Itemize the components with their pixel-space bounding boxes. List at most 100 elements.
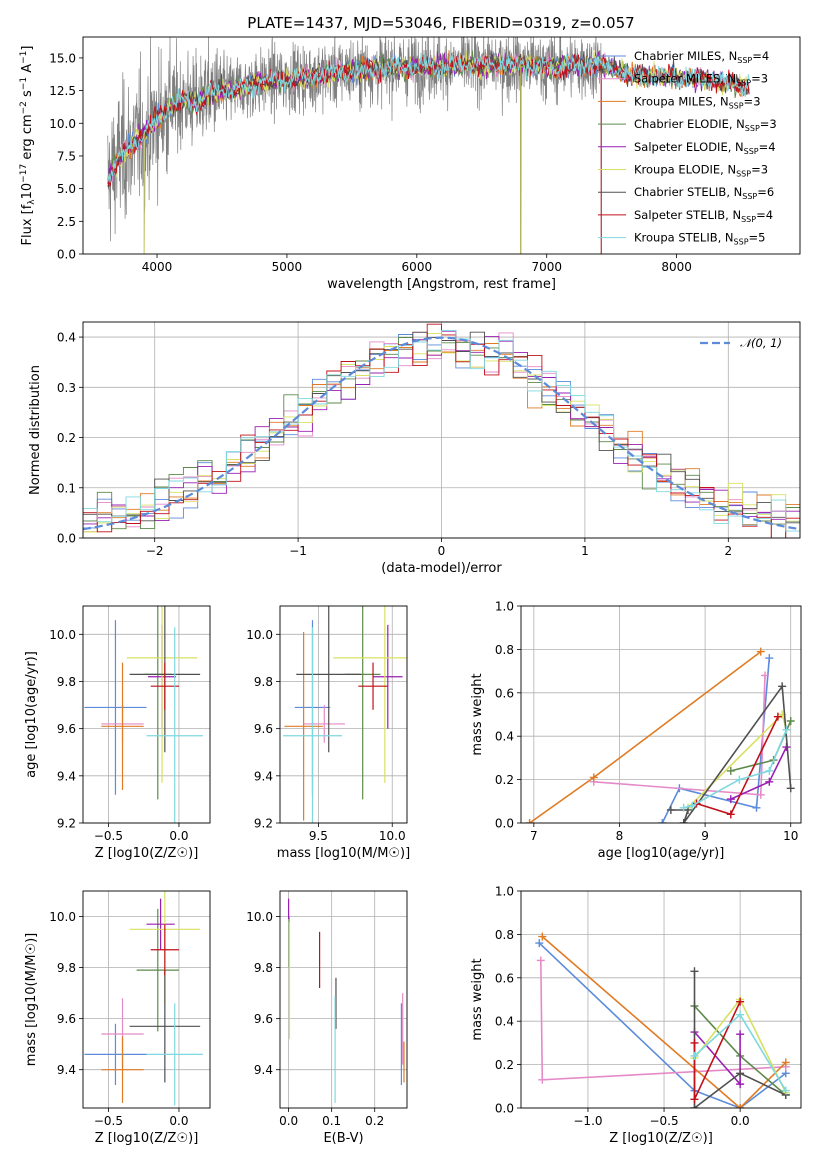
weight-marker — [726, 795, 735, 804]
weight-marker — [690, 1038, 699, 1047]
point-kroupa-elodie — [333, 606, 407, 783]
point-salpeter-stelib — [150, 924, 179, 976]
histogram-legend: 𝒩(0, 1) — [700, 336, 782, 350]
weight-marker — [679, 803, 688, 812]
x-tick-label: 0.0 — [169, 1114, 188, 1128]
y-tick-label: 9.8 — [57, 675, 76, 689]
figure-title: PLATE=1437, MJD=53046, FIBERID=0319, z=0… — [247, 14, 634, 32]
x-axis-label: Z [log10(Z/Z☉)] — [609, 1131, 713, 1146]
x-axis-label: E(B-V) — [323, 1131, 363, 1146]
weight-marker — [736, 1104, 745, 1108]
legend-nssp-eq: = — [751, 72, 761, 86]
y-tick-label: 1.0 — [495, 600, 514, 614]
x-tick-label: −1 — [289, 544, 307, 558]
point-kroupa-miles — [101, 662, 144, 790]
legend-nssp-prefix: , N — [725, 208, 741, 222]
y-tick-label: 9.8 — [254, 961, 273, 975]
legend-nssp-eq: = — [756, 208, 766, 222]
x-tick-label: 7000 — [531, 260, 562, 274]
weight-vs-metallicity-panel: −1.0 −0.5 0.0 0.0 0.2 0.4 0.6 0.8 1.0 Z [log10(Z/… — [470, 885, 802, 1146]
legend-nssp-sub: SSP — [734, 238, 749, 247]
x-axis-label: mass [log10(M/M☉)] — [277, 846, 410, 861]
legend-nssp-sub: SSP — [737, 56, 752, 65]
plot-area — [83, 323, 800, 538]
y-axis-label: mass weight — [470, 958, 485, 1040]
weight-marker — [666, 805, 675, 814]
plot-area — [288, 898, 405, 1103]
weight-marker — [786, 784, 795, 793]
y-axis-label: Flux [fλ10−17 erg cm−2 s−1 A−1] — [19, 46, 37, 246]
y-axis-label: mass weight — [470, 673, 485, 755]
x-axis-label: age [log10(age/yr)] — [598, 846, 725, 861]
legend-nssp-prefix: , N — [726, 185, 742, 199]
point-chabrier-stelib — [129, 970, 201, 1083]
x-axis-label: wavelength [Angstrom, rest frame] — [327, 277, 556, 292]
ticks: 0.0 0.1 0.2 9.4 9.6 9.8 10.0 — [246, 910, 384, 1128]
axes-frame — [82, 321, 801, 539]
y-tick-label: 0.4 — [495, 1015, 514, 1029]
weight-marker — [781, 1058, 790, 1067]
y-tick-label: 9.2 — [254, 817, 273, 831]
legend-series-name: Salpeter ELODIE — [634, 140, 728, 154]
x-tick-label: −0.5 — [649, 1114, 678, 1128]
legend-label-salpeter-elodie: Salpeter ELODIE, NSSP=4 — [634, 140, 776, 156]
plot-area — [84, 891, 203, 1106]
weight-marker — [538, 932, 547, 941]
legend-nssp-prefix: , N — [721, 49, 737, 63]
x-tick-label: −2 — [146, 544, 164, 558]
y-tick-label: 9.2 — [57, 817, 76, 831]
legend-nssp-value: 4 — [768, 140, 775, 154]
point-salpeter-miles — [303, 705, 345, 743]
y-tick-label: 10.0 — [49, 628, 76, 642]
weight-marker — [679, 819, 688, 823]
y-tick-label: 12.5 — [49, 84, 76, 98]
weight-marker — [538, 1075, 547, 1084]
x-tick-label: 10 — [783, 829, 798, 843]
y-tick-label: 9.6 — [57, 1012, 76, 1026]
axes-frame — [520, 890, 802, 1109]
legend-label-kroupa-elodie: Kroupa ELODIE, NSSP=3 — [634, 163, 768, 179]
point-salpeter-elodie — [373, 624, 403, 729]
weight-marker — [690, 1104, 699, 1108]
y-tick-label: 9.4 — [57, 1063, 76, 1077]
normal-curve — [83, 336, 800, 531]
legend-nssp-value: 3 — [761, 163, 768, 177]
point-salpeter-stelib — [358, 662, 388, 710]
legend-nssp-eq: = — [749, 231, 759, 245]
plot-area — [84, 606, 203, 823]
weight-marker — [736, 1030, 745, 1039]
legend-nssp-eq: = — [752, 49, 762, 63]
y-tick-label: 0.2 — [495, 1058, 514, 1072]
ticks: −0.5 0.0 9.4 9.6 9.8 10.0 — [49, 910, 188, 1128]
axes-frame — [82, 890, 211, 1109]
point-kroupa-stelib — [146, 1003, 203, 1106]
legend-nssp-value: 6 — [767, 185, 774, 199]
ticks: 4000 5000 6000 7000 8000 0.0 2.5 5.0 7.5 10.0 12.5… — [49, 51, 692, 274]
axes-frame — [279, 890, 408, 1109]
weight-marker — [736, 997, 745, 1006]
y-tick-label: 0.1 — [57, 481, 76, 495]
weight-marker — [736, 1080, 745, 1089]
y-tick-label: 0.4 — [495, 730, 514, 744]
plot-area — [282, 606, 407, 823]
legend-label-normal: 𝒩(0, 1) — [740, 336, 782, 350]
x-tick-label: 5000 — [272, 260, 303, 274]
y-tick-label: 7.5 — [57, 149, 76, 163]
x-tick-label: 7 — [530, 829, 538, 843]
weight-marker — [765, 766, 774, 775]
ticks: −1.0 −0.5 0.0 0.0 0.2 0.4 0.6 0.8 1.0 — [495, 885, 750, 1129]
legend-label-kroupa-miles: Kroupa MILES, NSSP=3 — [634, 94, 761, 110]
legend-nssp-value: 5 — [758, 231, 765, 245]
legend-nssp-prefix: , N — [718, 231, 734, 245]
x-tick-label: 0.0 — [169, 829, 188, 843]
y-tick-label: 10.0 — [49, 910, 76, 924]
weight-marker — [765, 654, 774, 663]
axes-frame — [279, 605, 408, 824]
weight-marker — [735, 775, 744, 784]
legend-nssp-sub: SSP — [744, 147, 759, 156]
x-tick-label: 10.0 — [379, 829, 406, 843]
weight-marker — [752, 803, 761, 812]
weight-marker — [589, 773, 598, 782]
weight-marker — [690, 1095, 699, 1104]
